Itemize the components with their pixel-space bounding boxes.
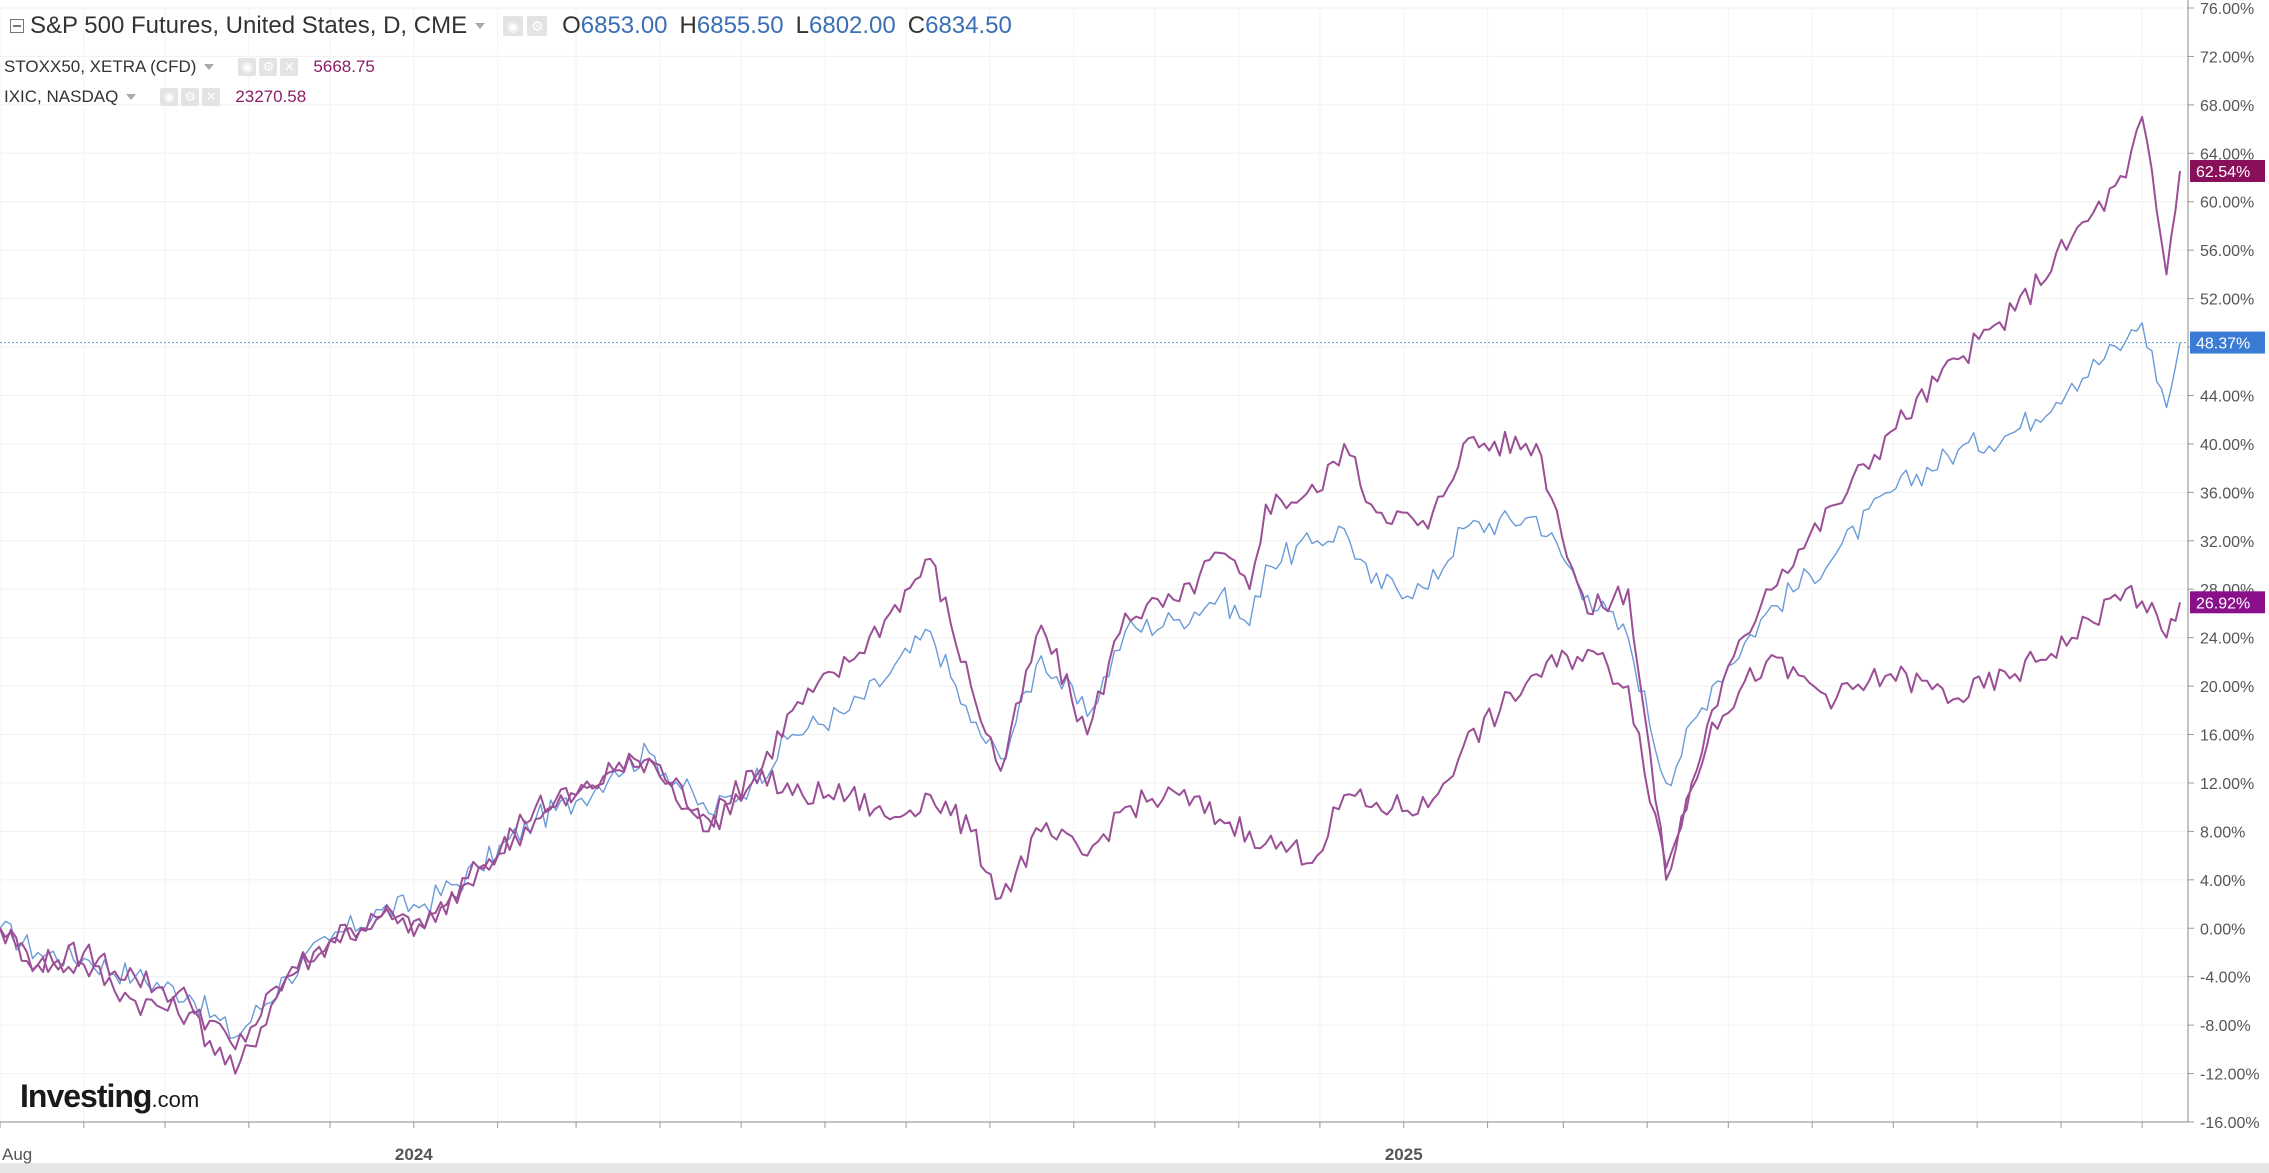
y-tick-label: 8.00%: [2200, 824, 2245, 841]
stoxx50-last-badge: 26.92%: [2190, 591, 2265, 614]
y-tick-label: 68.00%: [2200, 98, 2254, 115]
open-value: 6853.00: [580, 12, 668, 39]
badge-bg: [2190, 591, 2265, 614]
y-tick-label: 60.00%: [2200, 195, 2254, 212]
legend-compare-stoxx50[interactable]: STOXX50, XETRA (CFD) ◉ ⚙ ✕ 5668.75: [4, 52, 1012, 82]
y-tick-label: 12.00%: [2200, 776, 2254, 793]
close-icon[interactable]: ✕: [280, 58, 299, 76]
badge-bg: [2190, 159, 2265, 182]
y-tick-label: -16.00%: [2200, 1115, 2260, 1132]
legend-main[interactable]: S&P 500 Futures, United States, D, CME ◉…: [4, 0, 1012, 52]
collapse-icon[interactable]: [10, 19, 24, 33]
y-tick-label: 52.00%: [2200, 292, 2254, 309]
x-tick-label: 2024: [395, 1145, 433, 1164]
close-value: 6834.50: [925, 12, 1012, 39]
low-value: 6802.00: [809, 12, 896, 39]
high-value: 6855.50: [696, 12, 784, 39]
close-icon[interactable]: ✕: [202, 88, 221, 106]
caret-down-icon[interactable]: [475, 23, 486, 29]
badge-label: 48.37%: [2196, 336, 2250, 353]
caret-down-icon[interactable]: [126, 94, 137, 100]
sp500-line: [0, 322, 2181, 1040]
x-tick-label: Aug: [2, 1145, 32, 1164]
ixic-last-badge: 62.54%: [2190, 159, 2265, 182]
compare-value: 23270.58: [235, 87, 307, 106]
legend-compare-ixic[interactable]: IXIC, NASDAQ ◉ ⚙ ✕ 23270.58: [4, 82, 1012, 112]
y-tick-label: 64.00%: [2200, 146, 2254, 163]
y-tick-label: 76.00%: [2200, 1, 2254, 18]
high-key: H: [679, 12, 697, 39]
y-axis: 76.00% 72.00% 68.00% 64.00% 60.00% 56.00% 52.0…: [2187, 0, 2260, 1132]
compare-title: IXIC, NASDAQ: [4, 87, 119, 106]
compare-value: 5668.75: [313, 57, 375, 76]
eye-icon[interactable]: ◉: [503, 16, 524, 36]
y-tick-label: 40.00%: [2200, 437, 2254, 454]
y-tick-label: 0.00%: [2200, 921, 2245, 938]
main-series-title: S&P 500 Futures, United States, D, CME: [30, 12, 468, 39]
y-tick-label: 36.00%: [2200, 485, 2254, 502]
scrollbar-track[interactable]: [0, 1163, 2269, 1173]
y-tick-label: 20.00%: [2200, 679, 2254, 696]
low-key: L: [795, 12, 809, 39]
logo-suffix: .com: [151, 1087, 200, 1112]
close-key: C: [907, 12, 926, 39]
series-lines: [0, 116, 2181, 1075]
y-tick-label: 24.00%: [2200, 631, 2254, 648]
ixic-line: [0, 116, 2181, 1075]
grid: [0, 7, 2188, 1123]
y-tick-label: 72.00%: [2200, 49, 2254, 66]
sp500-last-badge: 48.37%: [2190, 331, 2265, 354]
y-tick-label: -12.00%: [2200, 1067, 2260, 1084]
badge-bg: [2190, 331, 2265, 354]
logo-brand: Investing: [20, 1078, 152, 1114]
badge-label: 62.54%: [2196, 164, 2250, 181]
y-tick-label: 56.00%: [2200, 243, 2254, 260]
y-tick-label: 16.00%: [2200, 728, 2254, 745]
last-value-badges: 48.37% 62.54% 26.92%: [2190, 159, 2265, 614]
gear-icon[interactable]: ⚙: [527, 16, 548, 36]
eye-icon[interactable]: ◉: [160, 88, 179, 106]
legend: S&P 500 Futures, United States, D, CME ◉…: [4, 0, 1012, 112]
y-tick-label: -8.00%: [2200, 1018, 2251, 1035]
gear-icon[interactable]: ⚙: [181, 88, 200, 106]
stoxx50-line: [0, 584, 2181, 1051]
x-axis: Aug 2024 2025: [0, 1121, 2269, 1173]
investing-logo: Investing.com: [20, 1078, 199, 1115]
y-tick-label: -4.00%: [2200, 970, 2251, 987]
x-tick-label: 2025: [1385, 1145, 1423, 1164]
badge-label: 26.92%: [2196, 595, 2250, 612]
y-tick-label: 32.00%: [2200, 534, 2254, 551]
gear-icon[interactable]: ⚙: [259, 58, 278, 76]
eye-icon[interactable]: ◉: [238, 58, 257, 76]
compare-title: STOXX50, XETRA (CFD): [4, 57, 197, 76]
caret-down-icon[interactable]: [204, 64, 215, 70]
y-tick-label: 4.00%: [2200, 873, 2245, 890]
y-tick-label: 44.00%: [2200, 388, 2254, 405]
open-key: O: [562, 12, 581, 39]
